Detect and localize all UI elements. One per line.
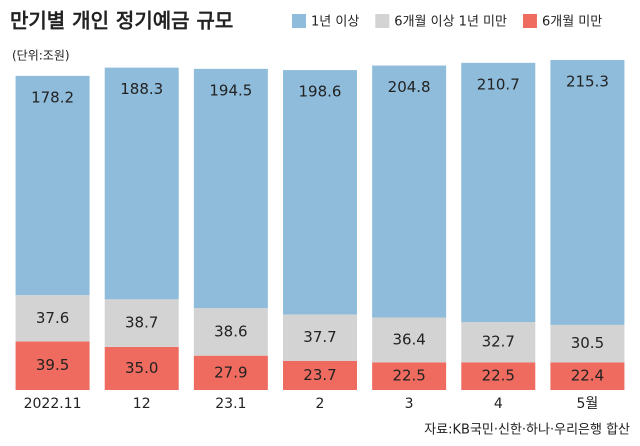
value-label: 194.5 (209, 81, 252, 99)
value-label: 215.3 (566, 73, 609, 91)
value-label: 178.2 (31, 88, 74, 106)
legend-swatch (522, 14, 537, 28)
x-tick-label: 5월 (577, 396, 599, 412)
bar-segment (372, 317, 447, 363)
value-label: 22.4 (571, 367, 604, 385)
value-label: 39.5 (36, 356, 69, 374)
bar-segment (550, 362, 625, 390)
bar-segment (15, 75, 90, 296)
value-label: 198.6 (299, 83, 342, 101)
value-label: 27.9 (214, 363, 247, 381)
bar-segment (283, 314, 357, 361)
x-tick-label: 3 (405, 396, 414, 412)
bar-segment (193, 355, 268, 390)
value-label: 38.6 (214, 322, 247, 340)
value-label: 38.7 (125, 314, 158, 332)
x-tick-label: 2022.11 (24, 396, 82, 412)
bar-segment (104, 299, 179, 347)
bar-segment (372, 65, 447, 318)
value-label: 37.7 (303, 328, 336, 346)
bar-segment (372, 362, 447, 390)
bar-segment (283, 360, 357, 390)
bar-segment (193, 308, 268, 356)
x-tick-label: 4 (494, 396, 503, 412)
value-label: 22.5 (392, 367, 425, 385)
x-tick-label: 23.1 (215, 396, 246, 412)
legend-label: 1년 이상 (311, 15, 359, 30)
bar-segment (104, 346, 179, 390)
legend-label: 6개월 이상 1년 미만 (394, 15, 507, 30)
bar-segment (193, 68, 268, 309)
value-label: 37.6 (36, 309, 69, 327)
value-label: 36.4 (392, 330, 425, 348)
bar-segment (104, 67, 179, 300)
bar-segment (461, 362, 536, 390)
value-label: 210.7 (477, 75, 520, 93)
source: 자료:KB국민·신한·하나·우리은행 합산 (424, 422, 630, 438)
value-label: 204.8 (388, 78, 431, 96)
value-label: 35.0 (125, 359, 158, 377)
bar-segment (15, 341, 90, 390)
value-label: 32.7 (482, 333, 515, 351)
bar-segment (15, 295, 90, 342)
x-tick-label: 12 (133, 396, 151, 412)
legend-label: 6개월 미만 (542, 15, 602, 30)
legend-swatch (375, 14, 390, 28)
value-label: 188.3 (120, 80, 163, 98)
bar-segment (283, 70, 357, 315)
bar-segment (461, 322, 536, 363)
legend-swatch (292, 14, 306, 28)
value-label: 30.5 (571, 334, 604, 352)
x-tick-label: 2 (316, 396, 325, 412)
value-label: 22.5 (482, 367, 515, 385)
bar-segment (550, 324, 625, 363)
chart-subtitle: (단위:조원) (12, 49, 70, 63)
chart-title: 만기별 개인 정기예금 규모 (10, 9, 233, 33)
bar-segment (461, 62, 536, 323)
bar-segment (550, 60, 625, 325)
value-label: 23.7 (303, 366, 336, 384)
